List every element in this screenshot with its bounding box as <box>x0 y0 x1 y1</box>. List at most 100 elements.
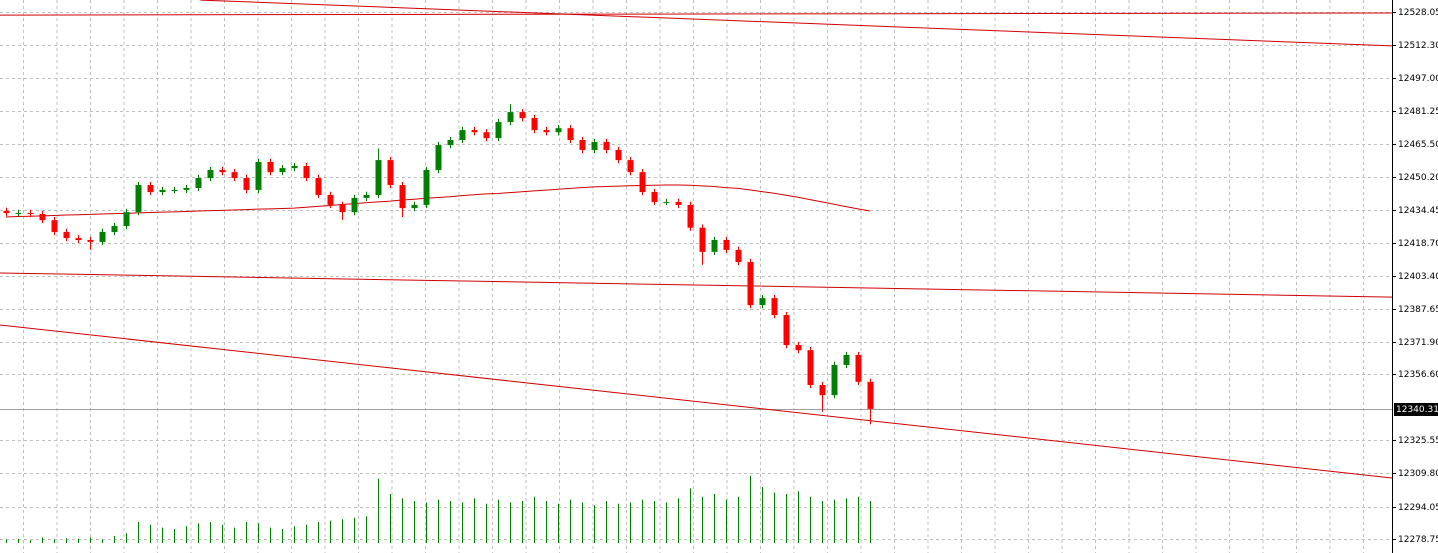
candle-body <box>495 122 502 139</box>
y-tick-label: 12528.05 <box>1398 8 1438 18</box>
candle-body <box>111 226 118 232</box>
candle-body <box>435 145 442 171</box>
candle-body <box>27 212 34 214</box>
candle-body <box>231 172 238 179</box>
y-tick-label: 12497.00 <box>1398 74 1438 84</box>
candle-body <box>579 140 586 150</box>
candle-body <box>51 220 58 232</box>
last-price-box <box>1394 403 1438 416</box>
y-tick-label: 12418.70 <box>1398 239 1438 249</box>
candle-body <box>195 178 202 188</box>
candle-body <box>399 185 406 209</box>
candle-body <box>411 204 418 209</box>
candle-body <box>339 204 346 213</box>
candle-body <box>567 128 574 141</box>
candle-body <box>375 160 382 195</box>
line-layer <box>0 0 1393 479</box>
y-tick-label: 12371.90 <box>1398 338 1438 348</box>
price-axis: 12528.05 12512.30 12497.00 12481.25 12465.50… <box>1392 0 1438 553</box>
y-tick-label: 12465.50 <box>1398 140 1438 150</box>
candle-body <box>591 141 598 150</box>
candle-body <box>315 178 322 195</box>
candle-body <box>291 166 298 169</box>
trend-line <box>200 0 1393 47</box>
candle-body <box>543 130 550 133</box>
candle-body <box>555 128 562 133</box>
y-tick-label: 12325.55 <box>1398 436 1438 446</box>
candle-body <box>747 261 754 306</box>
candle-body <box>663 201 670 203</box>
y-tick-label: 12278.75 <box>1398 535 1438 545</box>
candle-body <box>351 197 358 213</box>
candle-body <box>723 239 730 250</box>
candle-body <box>675 201 682 205</box>
candle-body <box>867 381 874 409</box>
y-tick-label: 12356.60 <box>1398 370 1438 380</box>
candle-body <box>267 161 274 173</box>
trend-line <box>0 324 1393 479</box>
candle-body <box>219 170 226 173</box>
candle-body <box>639 172 646 193</box>
candle-body <box>783 315 790 346</box>
candle-body <box>855 354 862 382</box>
grid <box>0 0 1392 553</box>
candle-body <box>15 212 22 214</box>
candle-body <box>39 213 46 221</box>
trend-line <box>0 272 1393 298</box>
candle-body <box>819 385 826 396</box>
candle-body <box>687 204 694 228</box>
candle-body <box>255 161 262 190</box>
trend-line <box>0 12 1393 16</box>
candle-body <box>303 166 310 179</box>
candle-body <box>363 194 370 198</box>
candle-body <box>423 170 430 205</box>
candle-body <box>387 160 394 186</box>
candle-body <box>159 189 166 193</box>
candle-body <box>471 130 478 133</box>
candle-body <box>87 239 94 242</box>
candle-body <box>771 298 778 316</box>
candle-body <box>447 140 454 146</box>
y-tick-label: 12294.05 <box>1398 503 1438 513</box>
candle-body <box>531 118 538 131</box>
candle-body <box>627 160 634 173</box>
candle-body <box>279 168 286 173</box>
candle-body <box>507 112 514 123</box>
y-tick-label: 12481.25 <box>1398 107 1438 117</box>
candle-body <box>75 238 82 240</box>
volume-layer <box>6 475 871 543</box>
candle-body <box>483 132 490 139</box>
y-tick-label: 12434.45 <box>1398 206 1438 216</box>
candle-body <box>123 212 130 227</box>
candle-body <box>843 354 850 365</box>
candle-body <box>603 141 610 150</box>
candle-body <box>243 178 250 190</box>
y-tick-label: 12309.80 <box>1398 469 1438 479</box>
candle-body <box>651 192 658 202</box>
candle-body <box>831 364 838 396</box>
candle-body <box>147 185 154 193</box>
candle-body <box>759 298 766 306</box>
candle-body <box>135 185 142 213</box>
y-tick-label: 12450.20 <box>1398 173 1438 183</box>
candle-body <box>711 239 718 252</box>
candle-body <box>699 227 706 252</box>
y-tick-label: 12403.40 <box>1398 272 1438 282</box>
candle-body <box>63 231 70 239</box>
candle-body <box>735 249 742 262</box>
candle-body <box>459 130 466 141</box>
candle-body <box>183 187 190 190</box>
candle-body <box>807 350 814 386</box>
candle-body <box>99 231 106 242</box>
moving-average <box>5 184 871 218</box>
candle-body <box>207 170 214 179</box>
candle-body <box>519 112 526 119</box>
candle-body <box>615 149 622 161</box>
y-tick-label: 12512.30 <box>1398 41 1438 51</box>
y-tick-label: 12387.65 <box>1398 305 1438 315</box>
candle-body <box>327 194 334 205</box>
candle-body <box>171 189 178 191</box>
